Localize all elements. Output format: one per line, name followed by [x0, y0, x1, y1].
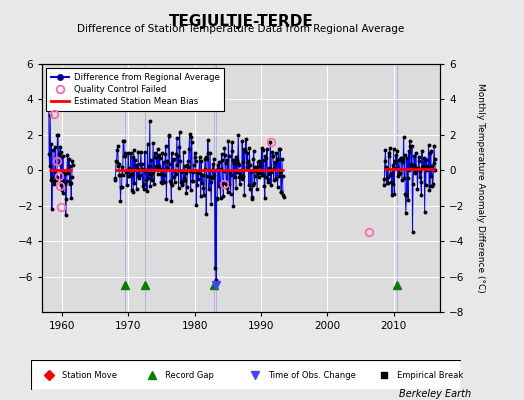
Text: Station Move: Station Move — [61, 370, 116, 380]
Text: Record Gap: Record Gap — [165, 370, 213, 380]
Legend: Difference from Regional Average, Quality Control Failed, Estimated Station Mean: Difference from Regional Average, Qualit… — [46, 68, 224, 111]
Text: TEGJULTJE-TERDE: TEGJULTJE-TERDE — [169, 14, 313, 29]
Text: Time of Obs. Change: Time of Obs. Change — [268, 370, 356, 380]
Text: Difference of Station Temperature Data from Regional Average: Difference of Station Temperature Data f… — [78, 24, 405, 34]
Text: Berkeley Earth: Berkeley Earth — [399, 389, 472, 399]
Text: Empirical Break: Empirical Break — [397, 370, 463, 380]
Y-axis label: Monthly Temperature Anomaly Difference (°C): Monthly Temperature Anomaly Difference (… — [476, 83, 485, 293]
